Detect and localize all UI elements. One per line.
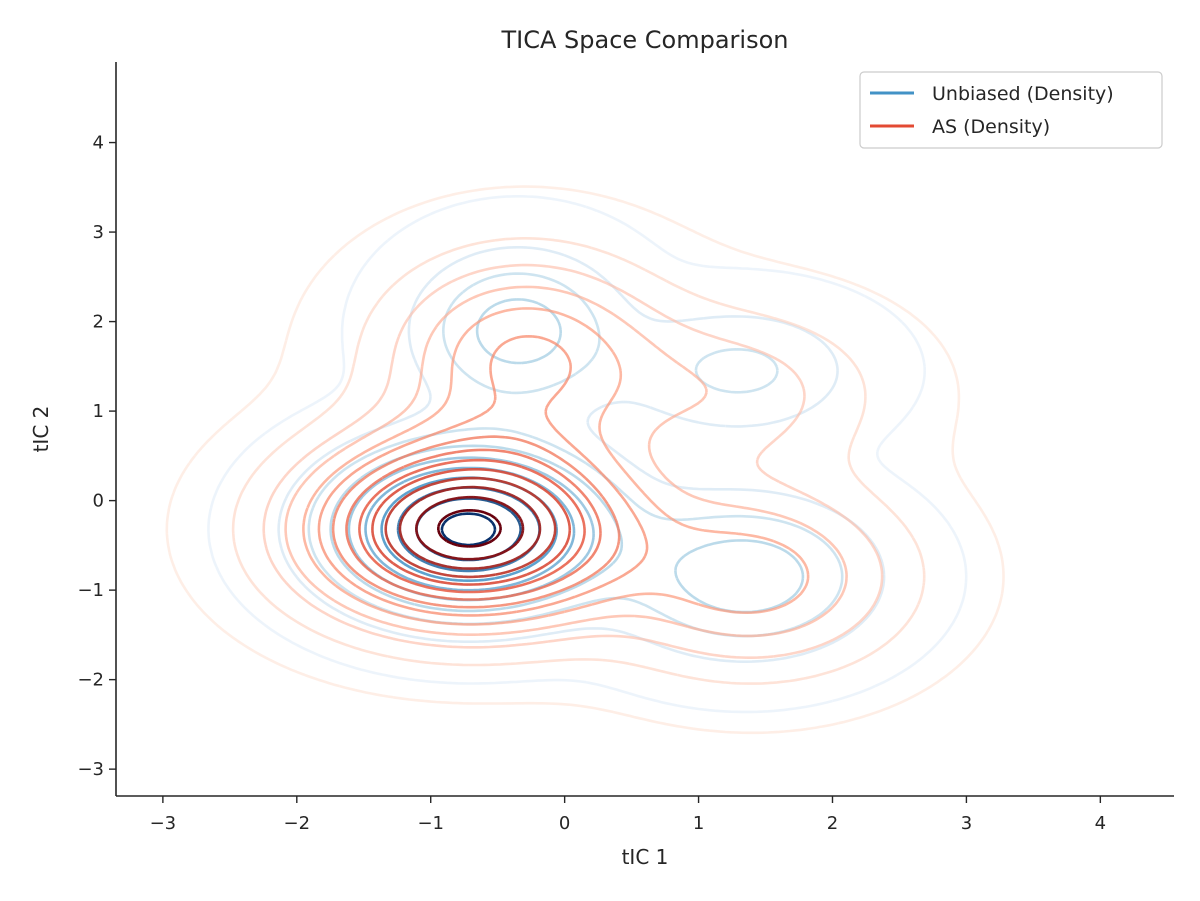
contour-layer [165, 185, 1005, 735]
as-density-contour [231, 237, 926, 685]
y-tick-label: −2 [77, 670, 104, 691]
as-density-contour [317, 335, 649, 617]
y-ticks: −3 −2 −1 0 1 2 3 4 [77, 133, 116, 780]
x-tick-label: 1 [693, 813, 704, 834]
y-tick-label: 4 [93, 133, 104, 154]
x-tick-label: 2 [827, 813, 838, 834]
x-axis-title: tIC 1 [622, 845, 669, 869]
y-axis-title: tIC 2 [29, 406, 53, 453]
unbiased-density-contour [277, 246, 886, 663]
as-density-contour [284, 285, 848, 638]
as-density-contour [384, 476, 557, 579]
legend-frame [859, 71, 1163, 149]
unbiased-density-contour [329, 298, 805, 614]
unbiased-density-contour [207, 195, 968, 714]
as-density-contour [262, 263, 884, 659]
as-density-contour [345, 448, 602, 601]
chart-title: TICA Space Comparison [500, 26, 788, 54]
as-density-contour [358, 458, 586, 594]
as-density-contour [415, 495, 525, 561]
as-density-contour [398, 485, 542, 570]
unbiased-density-contour [440, 512, 497, 547]
y-tick-label: 1 [93, 401, 104, 422]
y-tick-label: 3 [93, 222, 104, 243]
x-ticks: −3 −2 −1 0 1 2 3 4 [150, 796, 1106, 834]
y-tick-label: −3 [77, 759, 104, 780]
x-tick-label: −3 [150, 813, 177, 834]
as-density-contour [371, 468, 572, 586]
x-tick-label: 3 [961, 813, 972, 834]
x-tick-label: 0 [559, 813, 570, 834]
x-tick-label: −2 [284, 813, 311, 834]
as-density-contour [437, 509, 502, 548]
as-density-contour [302, 307, 810, 626]
as-density-contour [331, 435, 621, 609]
y-tick-label: 0 [93, 491, 104, 512]
x-tick-label: −1 [417, 813, 444, 834]
as-density-contour [165, 185, 1005, 735]
legend-label-unbiased: Unbiased (Density) [932, 83, 1114, 105]
y-tick-label: −1 [77, 580, 104, 601]
legend: Unbiased (Density) AS (Density) [859, 71, 1163, 149]
x-tick-label: 4 [1095, 813, 1106, 834]
legend-label-as: AS (Density) [932, 116, 1050, 138]
y-tick-label: 2 [93, 312, 104, 333]
